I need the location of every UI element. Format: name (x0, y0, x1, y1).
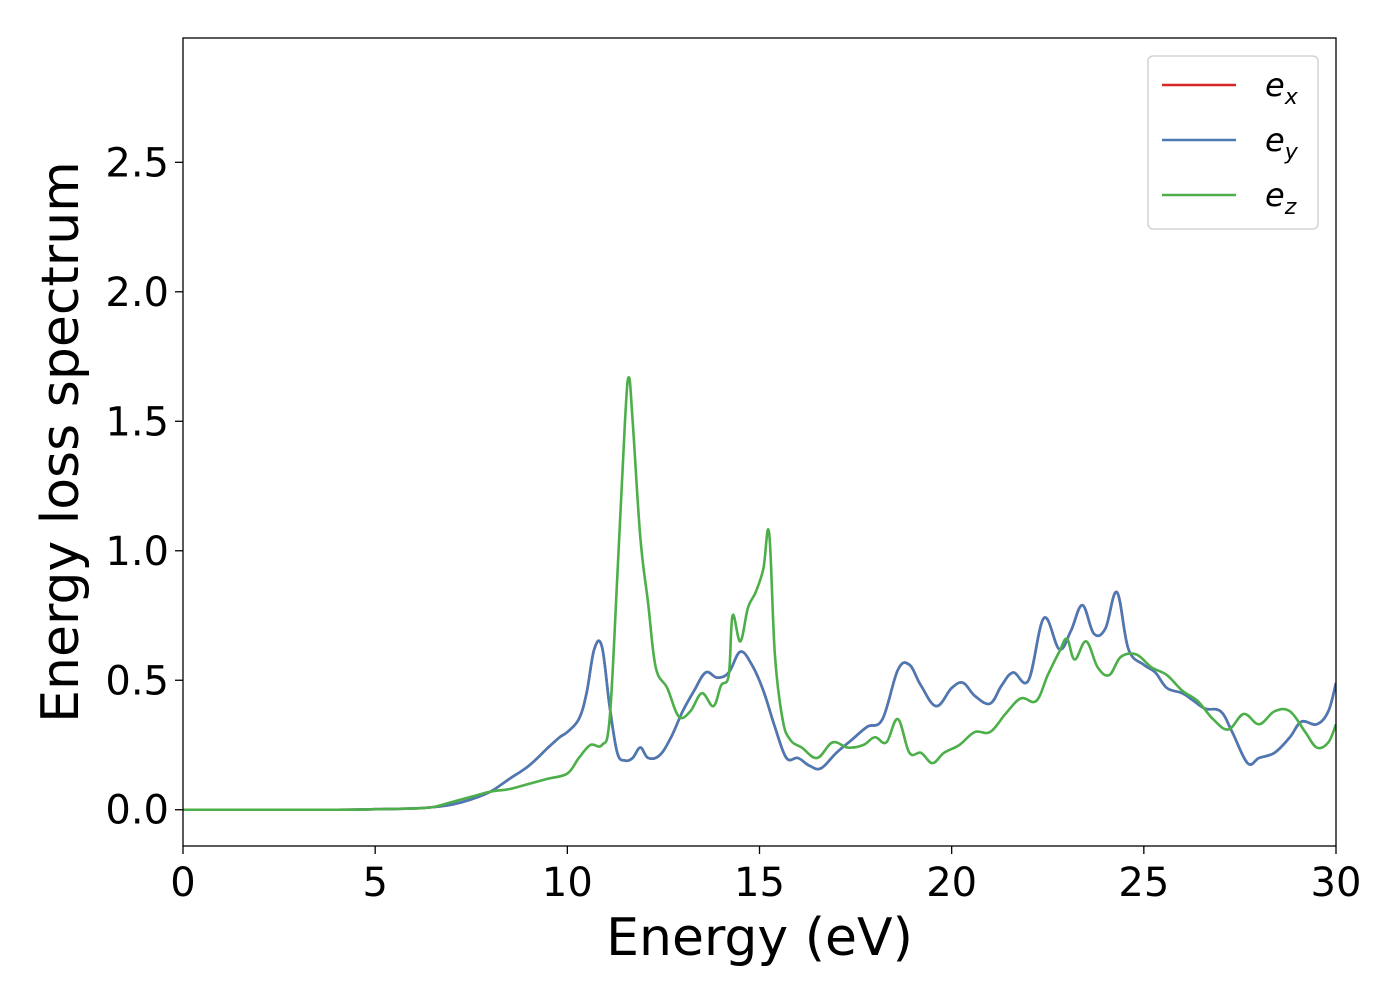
y-tick-label: 2.5 (105, 140, 169, 186)
x-tick-label: 30 (1311, 860, 1362, 906)
legend-label-y: ey (1265, 121, 1299, 165)
x-tick-label: 10 (542, 860, 593, 906)
legend-label-x: ex (1265, 66, 1299, 110)
y-tick-label: 0.5 (105, 658, 169, 704)
legend: ex ey ez (1147, 55, 1319, 230)
y-tick-label: 0.0 (105, 788, 169, 834)
series-layer (183, 375, 1336, 812)
y-tick-label: 1.5 (105, 399, 169, 445)
y-tick-label: 2.0 (105, 270, 169, 316)
y-axis-title: Energy loss spectrum (31, 161, 91, 723)
legend-label-z: ez (1265, 176, 1297, 220)
x-tick-label: 20 (926, 860, 977, 906)
y-tick-label: 1.0 (105, 529, 169, 575)
x-tick-label: 0 (170, 860, 195, 906)
series-line-y (183, 590, 1336, 812)
legend-box (1147, 55, 1319, 230)
x-tick-label: 15 (734, 860, 785, 906)
x-axis-title: Energy (eV) (606, 908, 913, 968)
y-axis-ticks: 0.0 0.5 1.0 1.5 2.0 2.5 (105, 140, 183, 834)
x-tick-label: 5 (362, 860, 387, 906)
x-axis-ticks: 0 5 10 15 20 25 30 (170, 846, 1361, 906)
x-tick-label: 25 (1118, 860, 1169, 906)
series-line-z (183, 375, 1336, 812)
